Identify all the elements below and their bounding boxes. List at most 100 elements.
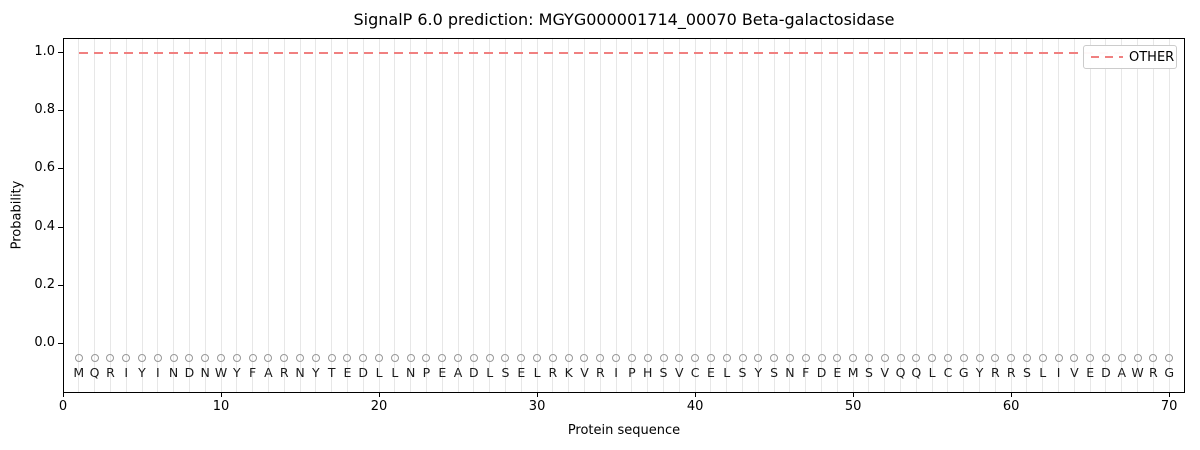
gridline	[836, 39, 838, 392]
gridline	[821, 39, 823, 392]
residue-letter: L	[375, 365, 383, 381]
residue-marker-circle	[185, 354, 194, 363]
residue-marker-circle	[169, 354, 178, 363]
x-axis-tick-label: 30	[528, 399, 546, 414]
gridline	[299, 39, 301, 392]
residue-letter: Q	[911, 365, 922, 381]
residue-letter: N	[295, 365, 305, 381]
gridline	[931, 39, 933, 392]
residue-letter: V	[675, 365, 684, 381]
residue-letter: S	[864, 365, 873, 381]
gridline	[315, 39, 317, 392]
gridline	[1089, 39, 1091, 392]
residue-letter: G	[958, 365, 969, 381]
gridline	[568, 39, 570, 392]
gridline	[710, 39, 712, 392]
residue-marker-circle	[422, 354, 431, 363]
residue-marker-circle	[975, 354, 984, 363]
x-axis-tick-label: 20	[370, 399, 388, 414]
residue-letter: I	[1056, 365, 1061, 381]
gridline	[583, 39, 585, 392]
residue-letter: H	[643, 365, 653, 381]
residue-letter: R	[106, 365, 115, 381]
residue-letter: Y	[233, 365, 241, 381]
residue-letter: D	[358, 365, 369, 381]
residue-letter: L	[928, 365, 936, 381]
residue-letter: P	[422, 365, 431, 381]
gridline	[694, 39, 696, 392]
residue-marker-circle	[959, 354, 968, 363]
residue-marker-circle	[1007, 354, 1016, 363]
gridline	[663, 39, 664, 392]
residue-marker-circle	[580, 354, 589, 363]
gridline	[267, 39, 269, 392]
residue-marker-circle	[643, 354, 652, 363]
gridline	[647, 39, 649, 392]
residue-letter: R	[1006, 365, 1016, 381]
residue-marker-circle	[311, 354, 320, 363]
residue-letter: W	[214, 365, 228, 381]
legend-label: OTHER	[1129, 49, 1175, 65]
residue-letter: F	[802, 365, 810, 381]
residue-letter: N	[200, 365, 210, 381]
residue-marker-circle	[770, 354, 779, 363]
x-axis-tick	[1010, 393, 1012, 397]
gridline	[331, 39, 333, 392]
residue-marker-circle	[1149, 354, 1158, 363]
gridline	[1137, 39, 1139, 392]
residue-marker-circle	[991, 354, 1000, 363]
residue-marker-circle	[722, 354, 731, 363]
gridline	[204, 39, 206, 392]
residue-marker-circle	[912, 354, 921, 363]
residue-marker-circle	[501, 354, 510, 363]
gridline	[852, 39, 854, 392]
x-axis-tick	[852, 393, 854, 397]
gridline	[252, 39, 254, 392]
gridline	[615, 39, 617, 392]
gridline	[362, 39, 364, 392]
residue-marker-circle	[880, 354, 889, 363]
x-axis-tick	[694, 393, 696, 397]
residue-marker-circle	[327, 354, 336, 363]
y-axis-tick	[58, 168, 63, 170]
gridline	[757, 39, 759, 392]
residue-letter: Y	[138, 365, 146, 381]
residue-marker-circle	[264, 354, 273, 363]
residue-marker-circle	[659, 354, 668, 363]
gridline	[1073, 39, 1075, 392]
gridline	[1121, 39, 1123, 392]
gridline	[394, 39, 396, 392]
residue-marker-circle	[706, 354, 715, 363]
gridline	[283, 39, 285, 392]
residue-letter: S	[501, 365, 510, 381]
gridline	[236, 39, 238, 392]
residue-marker-circle	[122, 354, 131, 363]
residue-letter: D	[469, 365, 479, 381]
residue-letter: E	[1086, 365, 1095, 381]
gridline	[631, 39, 633, 392]
gridline	[188, 39, 190, 392]
residue-letter: N	[168, 365, 179, 381]
residue-letter: L	[391, 365, 399, 381]
residue-letter: R	[1149, 365, 1158, 381]
residue-marker-circle	[533, 354, 542, 363]
residue-marker-circle	[612, 354, 621, 363]
residue-marker-circle	[943, 354, 952, 363]
residue-letter: L	[723, 365, 731, 381]
gridline	[1152, 39, 1154, 392]
gridline	[1010, 39, 1012, 392]
residue-letter: I	[614, 365, 618, 381]
gridline	[773, 39, 775, 392]
residue-marker-circle	[1101, 354, 1110, 363]
gridline	[125, 39, 127, 392]
residue-marker-circle	[1117, 354, 1126, 363]
y-axis-tick	[58, 52, 63, 54]
residue-marker-circle	[596, 354, 605, 363]
y-axis-label: Probability	[9, 180, 25, 250]
gridline	[789, 39, 791, 392]
residue-marker-circle	[74, 354, 83, 363]
residue-letter: E	[343, 365, 352, 381]
residue-letter: L	[533, 365, 541, 381]
residue-marker-circle	[627, 354, 636, 363]
